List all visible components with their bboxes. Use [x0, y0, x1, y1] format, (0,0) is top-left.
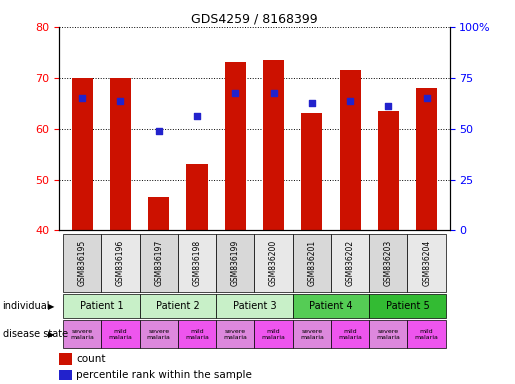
Bar: [140, 320, 178, 348]
Text: Patient 4: Patient 4: [309, 301, 353, 311]
Text: mild
malaria: mild malaria: [185, 329, 209, 340]
Bar: [407, 234, 446, 292]
Bar: [331, 234, 369, 292]
Bar: [369, 320, 407, 348]
Bar: [301, 113, 322, 230]
Bar: [369, 234, 407, 292]
Point: [307, 100, 316, 106]
Bar: [63, 294, 140, 318]
Text: GSM836204: GSM836204: [422, 240, 431, 286]
Bar: [331, 320, 369, 348]
Point: [78, 95, 87, 101]
Text: Patient 1: Patient 1: [79, 301, 123, 311]
Bar: [101, 320, 140, 348]
Point: [346, 98, 354, 104]
Bar: [140, 234, 178, 292]
Text: GSM836196: GSM836196: [116, 240, 125, 286]
Point: [116, 98, 125, 104]
Bar: [407, 320, 446, 348]
Bar: [216, 320, 254, 348]
Text: individual: individual: [3, 301, 50, 311]
Bar: [254, 234, 293, 292]
Bar: [178, 234, 216, 292]
Bar: [225, 63, 246, 230]
Point: [193, 113, 201, 119]
Bar: [339, 70, 360, 230]
Text: count: count: [76, 354, 106, 364]
Bar: [63, 320, 101, 348]
Point: [154, 128, 163, 134]
Text: percentile rank within the sample: percentile rank within the sample: [76, 370, 252, 380]
Text: GSM836195: GSM836195: [78, 240, 87, 286]
Text: GSM836200: GSM836200: [269, 240, 278, 286]
Text: severe
malaria: severe malaria: [70, 329, 94, 340]
Bar: [378, 111, 399, 230]
Text: Patient 5: Patient 5: [386, 301, 430, 311]
Bar: [293, 234, 331, 292]
Text: GSM836197: GSM836197: [154, 240, 163, 286]
Text: mild
malaria: mild malaria: [415, 329, 439, 340]
Bar: [72, 78, 93, 230]
Text: Patient 3: Patient 3: [233, 301, 276, 311]
Bar: [63, 234, 101, 292]
Text: mild
malaria: mild malaria: [338, 329, 362, 340]
Text: GSM836199: GSM836199: [231, 240, 240, 286]
Text: GSM836198: GSM836198: [193, 240, 201, 286]
Text: severe
malaria: severe malaria: [147, 329, 170, 340]
Bar: [416, 88, 437, 230]
Bar: [140, 294, 216, 318]
Text: ▶: ▶: [48, 302, 55, 311]
Bar: [216, 234, 254, 292]
Bar: [59, 370, 72, 379]
Point: [384, 103, 392, 109]
Text: severe
malaria: severe malaria: [224, 329, 247, 340]
Text: severe
malaria: severe malaria: [300, 329, 324, 340]
Text: GSM836203: GSM836203: [384, 240, 393, 286]
Point: [231, 90, 239, 96]
Text: GSM836202: GSM836202: [346, 240, 355, 286]
Text: severe
malaria: severe malaria: [376, 329, 400, 340]
Bar: [293, 320, 331, 348]
Text: GSM836201: GSM836201: [307, 240, 316, 286]
Text: ▶: ▶: [48, 330, 55, 339]
Point: [422, 95, 431, 101]
Bar: [101, 234, 140, 292]
Bar: [59, 353, 72, 364]
Title: GDS4259 / 8168399: GDS4259 / 8168399: [191, 13, 318, 26]
Bar: [186, 164, 208, 230]
Bar: [110, 78, 131, 230]
Text: Patient 2: Patient 2: [156, 301, 200, 311]
Bar: [148, 197, 169, 230]
Text: disease state: disease state: [3, 329, 67, 339]
Text: mild
malaria: mild malaria: [109, 329, 132, 340]
Bar: [254, 320, 293, 348]
Bar: [293, 294, 369, 318]
Bar: [216, 294, 293, 318]
Text: mild
malaria: mild malaria: [262, 329, 285, 340]
Bar: [263, 60, 284, 230]
Bar: [178, 320, 216, 348]
Point: [269, 90, 278, 96]
Bar: [369, 294, 446, 318]
